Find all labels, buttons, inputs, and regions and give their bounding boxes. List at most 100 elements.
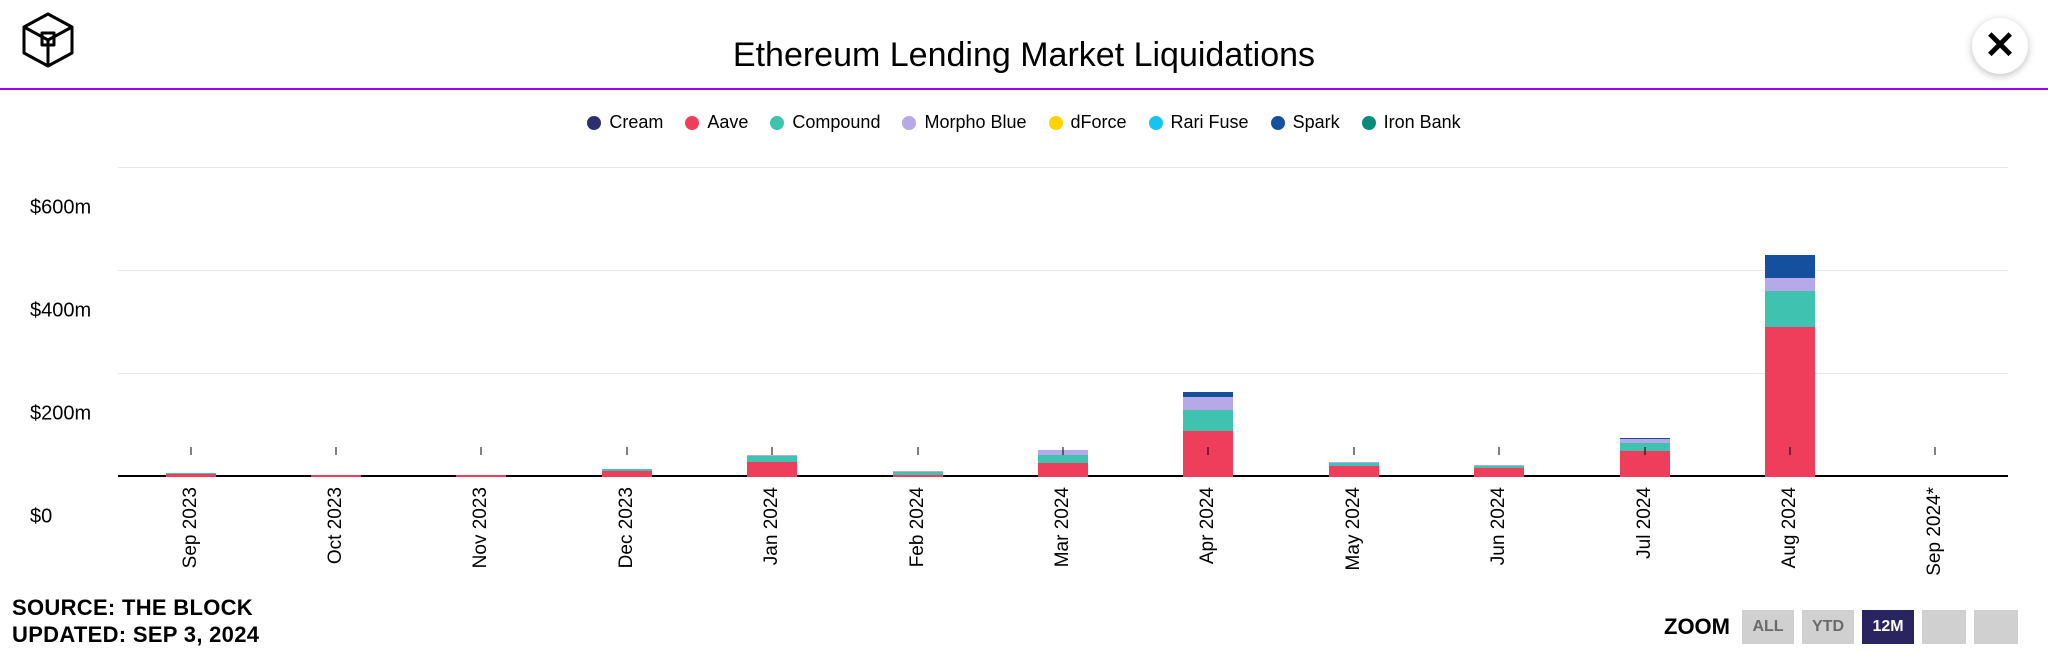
bar-segment-aave [1474,468,1524,477]
zoom-button-blank[interactable] [1974,610,2018,644]
chart-area: Sep 2023Oct 2023Nov 2023Dec 2023Jan 2024… [30,147,2018,517]
x-tick-mark [1499,447,1500,455]
bar-segment-aave [1038,463,1088,477]
x-axis-tick: Nov 2023 [409,487,554,647]
stacked-bar[interactable] [311,475,361,477]
x-axis-tick: Mar 2024 [990,487,1135,647]
bar-segment-compound [1765,291,1815,327]
legend-item-morpho[interactable]: Morpho Blue [902,112,1026,133]
legend-item-rari[interactable]: Rari Fuse [1149,112,1249,133]
x-tick-mark [1063,447,1064,455]
bar-segment-morpho [1765,278,1815,291]
stacked-bar[interactable] [166,473,216,477]
x-tick-mark [190,447,191,455]
x-axis-tick: Jan 2024 [700,487,845,647]
x-tick-mark [336,447,337,455]
chart-legend: Cream Aave Compound Morpho Blue dForce Rari F… [0,112,2048,133]
bar-segment-aave [311,475,361,477]
legend-label: Morpho Blue [924,112,1026,133]
legend-label: Cream [609,112,663,133]
x-axis-tick: Feb 2024 [845,487,990,647]
legend-label: Compound [792,112,880,133]
bar-segment-aave [456,475,506,477]
bar-slot [1427,147,1572,477]
chart-title: Ethereum Lending Market Liquidations [0,36,2048,75]
stacked-bar[interactable] [893,471,943,477]
legend-swatch-icon [685,116,699,130]
x-axis-tick: Apr 2024 [1136,487,1281,647]
bar-segment-aave [166,474,216,477]
zoom-button-blank[interactable] [1922,610,1966,644]
stacked-bar[interactable] [1474,465,1524,477]
chart-header: Ethereum Lending Market Liquidations ✕ [0,0,2048,90]
legend-item-spark[interactable]: Spark [1271,112,1340,133]
updated-label: UPDATED: SEP 3, 2024 [12,622,259,648]
x-tick-mark [1208,447,1209,455]
x-axis-label: Sep 2024* [1924,487,1946,576]
x-axis-tick: Dec 2023 [554,487,699,647]
bar-slot [700,147,845,477]
stacked-bar[interactable] [1329,462,1379,477]
legend-label: Spark [1293,112,1340,133]
zoom-label: ZOOM [1664,614,1730,640]
legend-item-ironbank[interactable]: Iron Bank [1362,112,1461,133]
legend-swatch-icon [1271,116,1285,130]
legend-label: Rari Fuse [1171,112,1249,133]
legend-item-compound[interactable]: Compound [770,112,880,133]
x-axis-label: Mar 2024 [1052,487,1074,567]
x-tick-mark [1644,447,1645,455]
stacked-bar[interactable] [1765,255,1815,477]
bar-slot [990,147,1135,477]
stacked-bar[interactable] [747,455,797,477]
zoom-button-12m[interactable]: 12M [1862,610,1914,644]
bar-segment-compound [1183,410,1233,431]
bar-segment-aave [602,471,652,477]
stacked-bar[interactable] [602,469,652,477]
x-tick-mark [1353,447,1354,455]
legend-swatch-icon [902,116,916,130]
bar-slot [554,147,699,477]
legend-swatch-icon [587,116,601,130]
zoom-controls: ZOOM ALLYTD12M [1664,610,2018,644]
source-label: SOURCE: THE BLOCK [12,595,259,621]
close-button[interactable]: ✕ [1972,18,2028,74]
x-axis-label: Feb 2024 [907,487,929,567]
legend-swatch-icon [770,116,784,130]
legend-swatch-icon [1362,116,1376,130]
stacked-bar[interactable] [456,475,506,477]
legend-item-dforce[interactable]: dForce [1049,112,1127,133]
y-axis-label: $400m [30,299,108,322]
bar-segment-compound [1038,455,1088,463]
x-axis-label: Jun 2024 [1488,487,1510,565]
bar-slot [409,147,554,477]
bar-slot [1281,147,1426,477]
legend-swatch-icon [1049,116,1063,130]
x-axis-label: Nov 2023 [470,487,492,568]
y-axis-label: $0 [30,506,108,529]
bar-slot [1136,147,1281,477]
x-axis-tick: Oct 2023 [263,487,408,647]
x-axis-label: Aug 2024 [1779,487,1801,568]
x-axis-label: Dec 2023 [616,487,638,568]
x-axis-tick: Jun 2024 [1427,487,1572,647]
zoom-button-all[interactable]: ALL [1742,610,1794,644]
x-tick-mark [481,447,482,455]
x-axis-label: Oct 2023 [325,487,347,564]
chart-footer: SOURCE: THE BLOCK UPDATED: SEP 3, 2024 [12,595,259,648]
legend-item-aave[interactable]: Aave [685,112,748,133]
bar-slot [1717,147,1862,477]
zoom-button-ytd[interactable]: YTD [1802,610,1854,644]
x-axis-label: Jul 2024 [1634,487,1656,559]
legend-item-cream[interactable]: Cream [587,112,663,133]
bar-segment-aave [1620,451,1670,477]
stacked-bar[interactable] [1620,438,1670,477]
bar-segment-morpho [1183,397,1233,410]
x-tick-mark [1789,447,1790,455]
bar-slot [263,147,408,477]
bar-slot [118,147,263,477]
bar-slot [1863,147,2008,477]
x-tick-mark [1935,447,1936,455]
x-tick-mark [917,447,918,455]
legend-label: Iron Bank [1384,112,1461,133]
stacked-bar[interactable] [1183,392,1233,477]
